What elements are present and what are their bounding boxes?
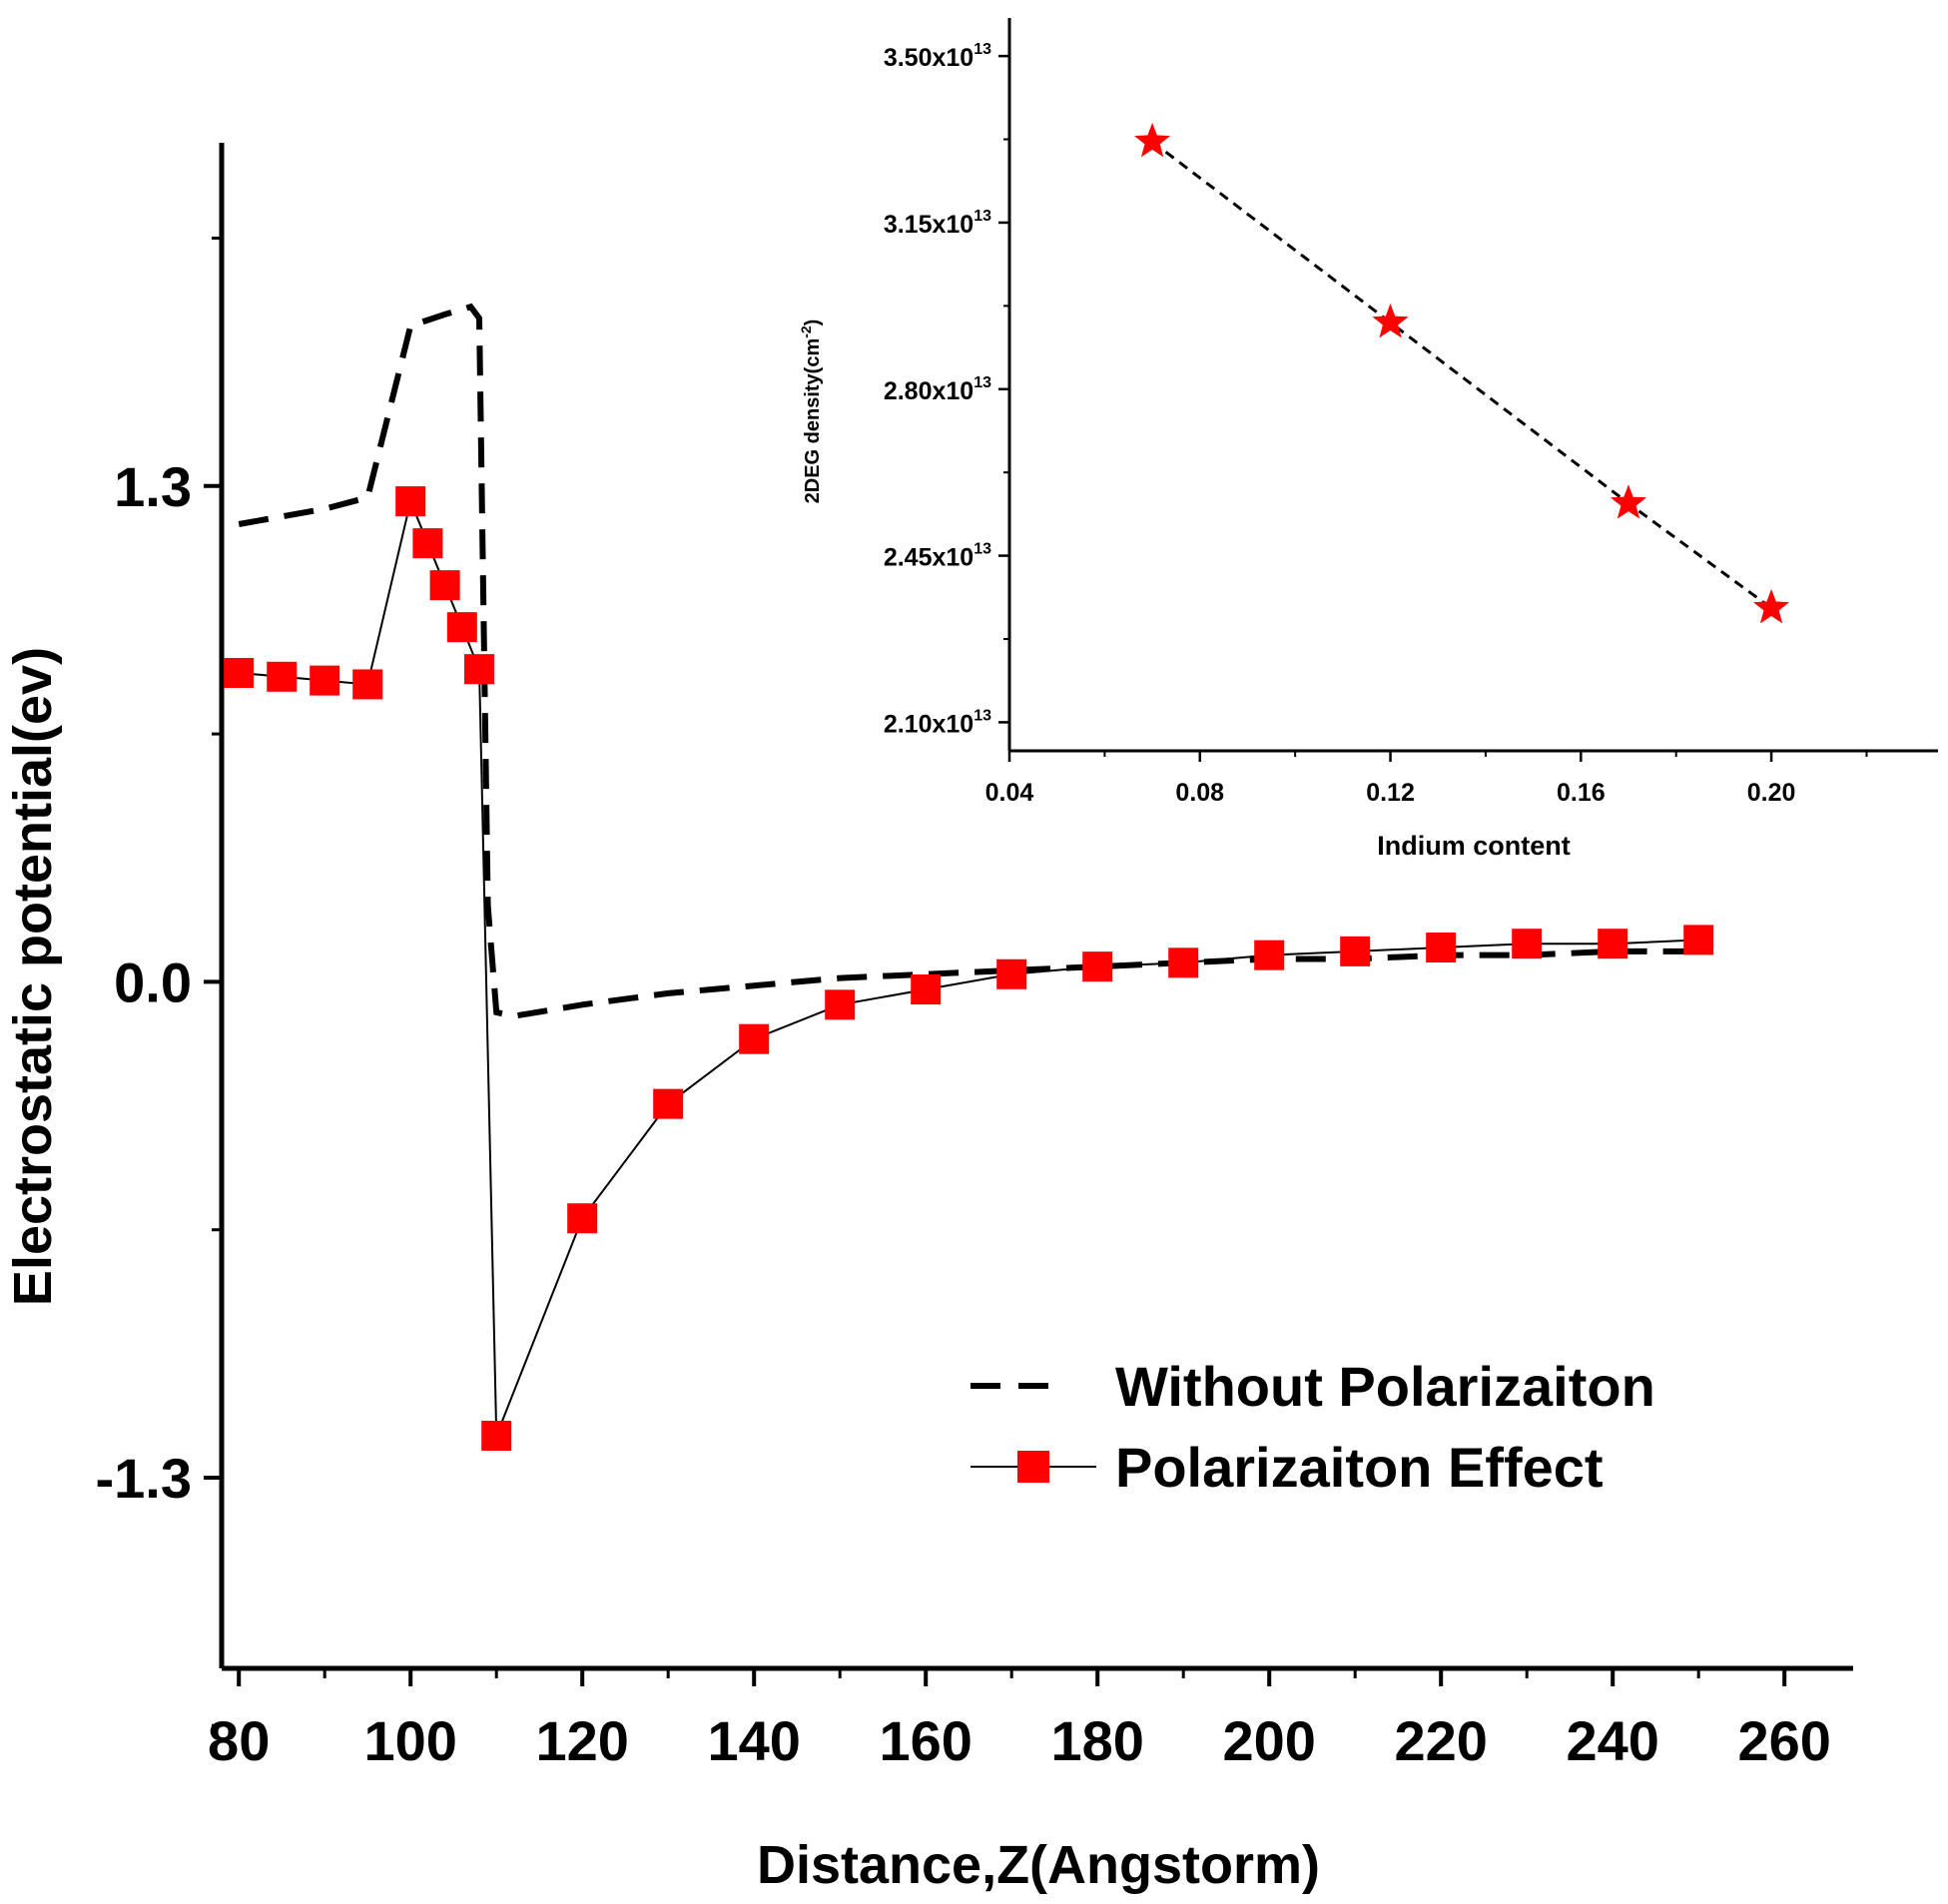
series-polarization-effect-point: [911, 974, 942, 1005]
inset-axes: [1007, 18, 1938, 753]
inset-y-axis-title-superscript: -2: [798, 325, 814, 338]
series-polarization-effect-point: [352, 669, 383, 700]
inset-y-axis-title-close: ): [802, 319, 824, 326]
series-polarization-effect-point: [1340, 936, 1371, 966]
main-series: [224, 303, 1714, 1451]
inset-series-point: [1134, 122, 1171, 158]
main-y-tick-label: -1.3: [96, 1447, 193, 1510]
main-x-tick-label: 100: [363, 1709, 456, 1772]
main-axes: [219, 143, 1853, 1671]
inset-x-tick-label: 0.04: [985, 779, 1034, 807]
inset-y-tick-label: 2.80x1013: [884, 374, 991, 405]
series-polarization-effect-point: [1512, 929, 1543, 959]
series-polarization-effect-point: [996, 958, 1027, 989]
inset-y-axis-title-text: 2DEG density(cm: [802, 338, 824, 504]
series-polarization-effect-point: [1082, 952, 1113, 982]
main-ticks: 80 100 120 140 160 180 200 220 240 260 1.3 0.0 -1.3: [96, 237, 1831, 1772]
series-polarization-effect-point: [653, 1088, 684, 1119]
series-polarization-effect-point: [1598, 929, 1628, 959]
legend-polarization-effect-swatch-marker: [1017, 1451, 1049, 1483]
legend-without-polarization-label: Without Polarizaiton: [1115, 1355, 1655, 1418]
main-x-axis-title: Distance,Z(Angstorm): [757, 1835, 1320, 1895]
inset-x-axis-title: Indium content: [1377, 831, 1570, 861]
main-x-tick-label: 200: [1222, 1709, 1315, 1772]
series-polarization-effect-point: [1254, 940, 1285, 970]
inset-chart: 0.04 0.08 0.12 0.16 0.20 2.10x1013 2.45x1013 2.…: [798, 18, 1938, 861]
series-polarization-effect-point: [395, 486, 426, 517]
series-polarization-effect-point: [310, 665, 340, 696]
series-polarization-effect-point: [481, 1420, 512, 1451]
series-polarization-effect-point: [429, 570, 460, 601]
main-y-tick-label: 1.3: [114, 455, 192, 518]
inset-series-point: [1753, 589, 1790, 624]
main-y-tick-label: 0.0: [114, 951, 192, 1013]
series-polarization-effect-point: [1683, 925, 1714, 955]
inset-series-point: [1372, 304, 1409, 338]
series-without-polarization-line: [238, 303, 1699, 1019]
series-polarization-effect-point: [224, 657, 255, 688]
inset-y-axis-title: 2DEG density(cm-2): [798, 319, 824, 504]
inset-ticks: 0.04 0.08 0.12 0.16 0.20 2.10x1013 2.45x1013 2.…: [884, 41, 1868, 807]
legend-polarization-effect-label: Polarizaiton Effect: [1115, 1436, 1604, 1499]
inset-y-tick-label: 3.15x1013: [884, 208, 991, 239]
inset-series-point: [1610, 484, 1647, 519]
series-polarization-effect-point: [1168, 948, 1199, 978]
series-polarization-effect-point: [1426, 933, 1457, 963]
main-x-tick-label: 220: [1394, 1709, 1487, 1772]
inset-x-tick-label: 0.08: [1175, 779, 1224, 807]
main-x-tick-label: 120: [535, 1709, 628, 1772]
main-x-tick-label: 180: [1050, 1709, 1143, 1772]
inset-series: [1134, 122, 1790, 624]
series-polarization-effect-point: [446, 612, 477, 643]
main-chart: 80 100 120 140 160 180 200 220 240 2601.30.0-1.3 …: [3, 143, 1853, 1895]
main-x-tick-label: 240: [1566, 1709, 1658, 1772]
inset-y-tick-label: 2.10x1013: [884, 707, 991, 738]
inset-y-tick-label: 2.45x1013: [884, 541, 991, 572]
inset-series-line: [1151, 140, 1772, 610]
main-x-tick-label: 160: [879, 1709, 972, 1772]
inset-x-tick-label: 0.12: [1366, 779, 1415, 807]
inset-x-tick-label: 0.20: [1747, 779, 1796, 807]
series-polarization-effect-point: [567, 1203, 598, 1234]
main-x-tick-label: 80: [208, 1709, 270, 1772]
series-polarization-effect-point: [267, 661, 298, 692]
series-polarization-effect-point: [739, 1023, 770, 1054]
series-polarization-effect-point: [412, 528, 443, 559]
main-x-tick-label: 260: [1737, 1709, 1830, 1772]
main-y-axis-title: Electrostatic potential(ev): [3, 647, 63, 1306]
main-x-tick-label: 140: [707, 1709, 800, 1772]
inset-y-tick-label: 3.50x1013: [884, 41, 991, 72]
inset-x-tick-label: 0.16: [1557, 779, 1606, 807]
series-polarization-effect-point: [825, 989, 856, 1020]
legend: Without Polarizaiton Polarizaiton Effect: [971, 1355, 1655, 1499]
series-polarization-effect-point: [464, 654, 494, 685]
